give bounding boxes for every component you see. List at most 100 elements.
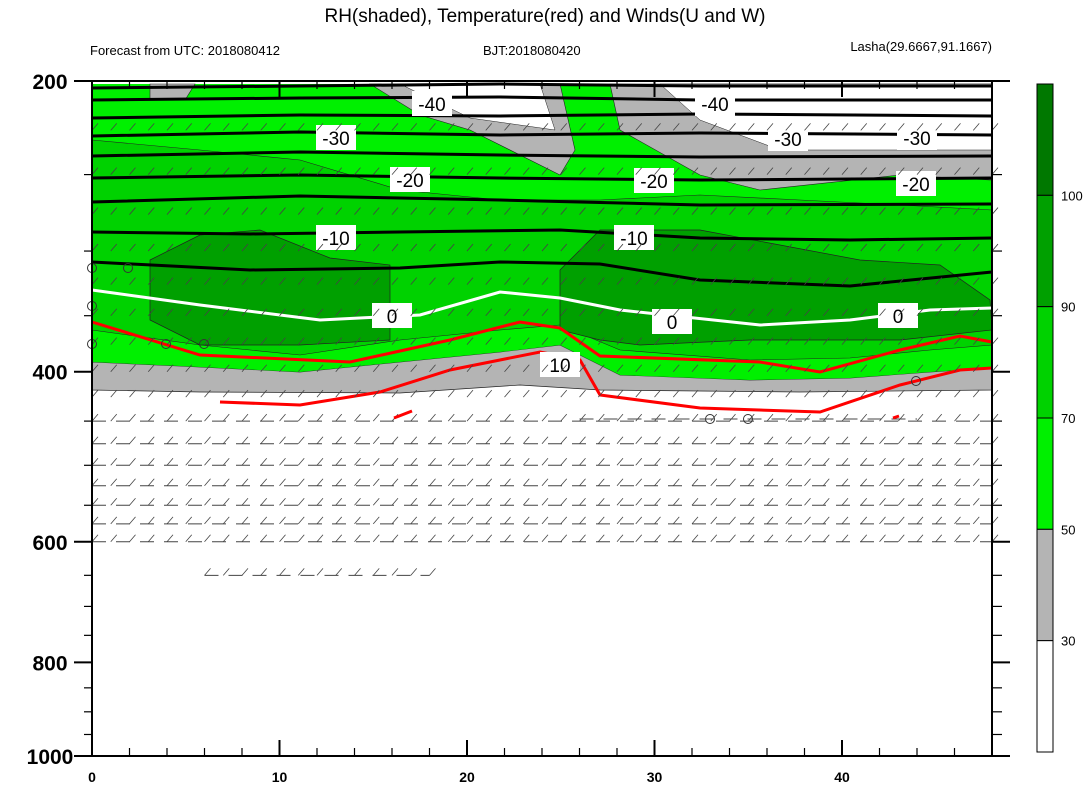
wind-barb: [935, 389, 943, 398]
wind-barb: [204, 207, 211, 215]
wind-barb: [129, 277, 136, 285]
wind-barb: [579, 308, 586, 316]
wind-barb: [429, 389, 436, 398]
wind-barb: [597, 308, 605, 316]
wind-barb: [785, 207, 793, 215]
wind-barb: [260, 308, 268, 316]
wind-barb: [260, 436, 268, 445]
wind-barb: [579, 389, 586, 398]
wind-barb: [710, 498, 718, 506]
wind-barb: [447, 123, 455, 131]
wind-barb: [316, 277, 324, 285]
wind-barb: [354, 207, 361, 215]
wind-barb: [466, 413, 474, 422]
wind-barb: [897, 337, 905, 345]
wind-barb: [410, 534, 418, 543]
wind-barb: [879, 337, 886, 345]
wind-barb: [972, 516, 980, 525]
wind-barb: [391, 337, 399, 345]
wind-barb: [579, 337, 586, 345]
wind-barb: [616, 123, 624, 131]
wind-barb: [841, 436, 849, 445]
wind-barb: [391, 364, 399, 372]
wind-barb: [916, 478, 924, 487]
wind-barb: [560, 413, 568, 422]
wind-barb: [297, 478, 305, 487]
wind-barb: [616, 478, 624, 487]
wind-barb: [972, 458, 980, 466]
wind-barb: [222, 364, 230, 372]
plot-area: -40 -40 -30 -30 -30 -20 -20 -20 -10 -10 0 0 0 10 0 10 20…: [27, 71, 1010, 785]
wind-barb: [466, 389, 474, 398]
wind-barb: [879, 308, 886, 316]
colorbar: 100 90 70 50 30: [1036, 83, 1083, 753]
wind-barb: [372, 478, 380, 487]
wind-barb: [466, 207, 474, 215]
x-tick-label: 30: [647, 769, 663, 785]
wind-barb: [747, 498, 755, 506]
contour-label-8: -10: [316, 225, 356, 250]
wind-barb: [616, 458, 624, 466]
wind-barb: [166, 243, 174, 252]
wind-barb: [635, 389, 643, 398]
wind-barb: [597, 277, 605, 285]
wind-barb: [635, 364, 643, 372]
wind-barb: [129, 337, 136, 345]
wind-barb: [354, 123, 361, 131]
wind-barb: [204, 389, 211, 398]
wind-barb: [766, 498, 774, 506]
wind-barb: [729, 277, 736, 285]
wind-barb: [504, 364, 511, 372]
wind-barb: [804, 389, 811, 398]
wind-barb: [766, 123, 774, 131]
wind-barb: [635, 413, 643, 422]
wind-barb: [241, 277, 249, 285]
station-label: Lasha(29.6667,91.1667): [850, 39, 992, 54]
wind-barb: [860, 364, 868, 372]
wind-barb: [935, 534, 943, 543]
wind-barb: [597, 389, 605, 398]
contour-label-bg-2: [316, 125, 356, 150]
wind-barb: [822, 534, 830, 543]
wind-barb: [260, 478, 268, 487]
wind-barb: [466, 436, 474, 445]
wind-barb: [297, 277, 305, 285]
wind-barb: [654, 516, 661, 525]
wind-barb: [279, 516, 286, 525]
wind-barb: [279, 364, 286, 372]
wind-barb: [241, 458, 249, 466]
chart-title: RH(shaded), Temperature(red) and Winds(U…: [324, 6, 765, 27]
wind-barb: [185, 436, 193, 445]
wind-barb: [447, 534, 455, 543]
wind-barb: [429, 413, 436, 422]
wind-barb: [729, 123, 736, 131]
wind-barb: [335, 207, 343, 215]
y-tick-label: 600: [32, 532, 67, 555]
wind-barb: [879, 243, 886, 252]
wind-barb: [260, 243, 268, 252]
wind-barb: [710, 337, 718, 345]
wind-barb: [429, 308, 436, 316]
wind-barb: [691, 308, 699, 316]
wind-barb: [897, 364, 905, 372]
contour-label-12: 0: [878, 303, 918, 328]
wind-barb: [429, 207, 436, 215]
wind-barb: [504, 243, 511, 252]
wind-barb: [691, 389, 699, 398]
wind-barb: [222, 167, 230, 175]
wind-barb: [485, 207, 493, 215]
wind-barb: [972, 436, 980, 445]
wind-barb: [541, 413, 549, 422]
wind-barb: [860, 167, 868, 175]
wind-barb: [185, 458, 193, 466]
wind-barb: [841, 389, 849, 398]
wind-barb: [204, 534, 211, 543]
wind-barb: [916, 337, 924, 345]
wind-barb: [335, 436, 343, 445]
wind-barb: [672, 243, 680, 252]
wind-barb: [672, 458, 680, 466]
contour-label-0: -40: [412, 91, 452, 116]
wind-barb: [485, 389, 493, 398]
wind-barb: [316, 478, 324, 487]
wind-barb: [654, 364, 661, 372]
